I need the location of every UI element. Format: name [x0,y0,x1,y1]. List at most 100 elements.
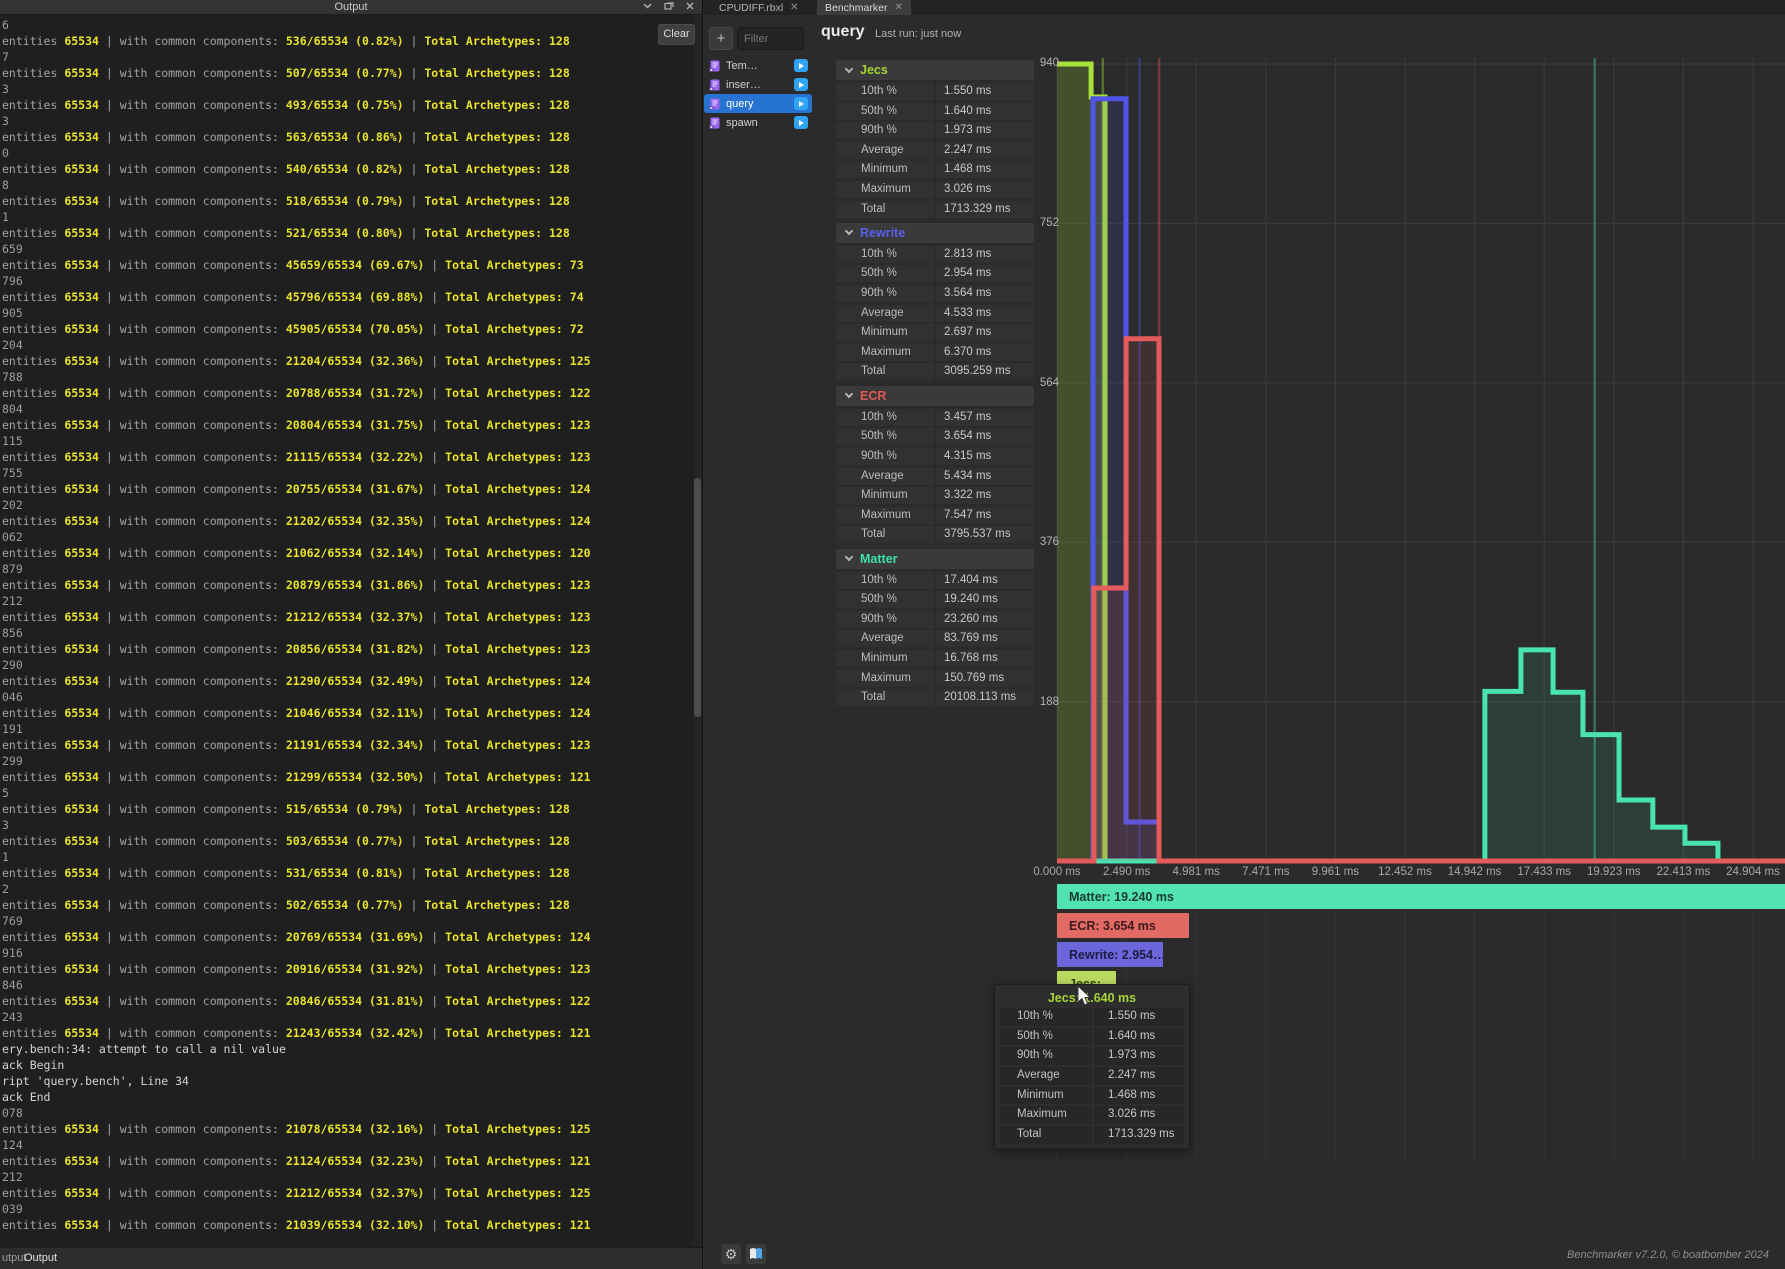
section-header[interactable]: ECR [836,385,1034,406]
stat-label: 10th % [836,245,934,263]
log-line: 3 [2,82,9,96]
docs-book-icon[interactable] [746,1244,766,1264]
stat-label: Average [836,630,934,648]
run-benchmark-button[interactable] [794,116,808,129]
run-benchmark-button[interactable] [794,97,808,110]
log-line: entities 65534 | with common components:… [2,130,570,144]
chevron-down-icon [844,389,854,399]
section-header[interactable]: Rewrite [836,222,1034,243]
log-line: entities 65534 | with common components:… [2,450,591,464]
log-line: 124 [2,1138,23,1152]
settings-gear-icon[interactable]: ⚙ [721,1244,741,1264]
chevron-down-icon [844,64,854,73]
tooltip-stat-value: 1.468 ms [1094,1086,1184,1105]
legend-bar-matter[interactable]: Matter: 19.240 ms [1057,884,1785,909]
log-line: entities 65534 | with common components:… [2,578,591,592]
status-bar: utput Output [0,1247,702,1269]
log-line: entities 65534 | with common components:… [2,546,591,560]
output-log[interactable]: 6 entities 65534 | with common components… [0,15,702,1247]
stat-row: Minimum 3.322 ms [836,487,1034,505]
tooltip-title: Jecs: 1.640 ms [1047,991,1137,1005]
stat-row: 90th % 3.564 ms [836,285,1034,303]
stat-value: 3095.259 ms [936,363,1034,381]
legend-bar-label: ECR: 3.654 ms [1069,918,1156,933]
section-header[interactable]: Jecs [836,60,1034,80]
bottom-tab-clipped[interactable]: utput [2,1252,27,1264]
log-line: 788 [2,370,23,384]
stat-row: 10th % 3.457 ms [836,408,1034,426]
clear-button[interactable]: Clear [658,24,695,45]
stat-row: 90th % 23.260 ms [836,610,1034,628]
stat-row: Average 4.533 ms [836,304,1034,322]
stat-label: Minimum [836,487,934,505]
stat-label: Total [836,689,934,707]
run-benchmark-button[interactable] [794,78,808,91]
x-tick-label: 14.942 ms [1447,866,1502,878]
stat-label: Minimum [836,324,934,342]
histogram-chart[interactable] [1043,40,1785,1180]
tooltip-stat-value: 1713.329 ms [1094,1126,1184,1144]
x-tick-label: 17.433 ms [1517,866,1572,878]
stat-row: Minimum 16.768 ms [836,649,1034,667]
benchmark-item-inser[interactable]: inser… [704,75,812,94]
benchmark-item-query[interactable]: query [704,94,812,113]
log-line: 3 [2,818,9,832]
run-benchmark-button[interactable] [794,59,808,72]
stat-label: Total [836,363,934,381]
legend-bar-ecr[interactable]: ECR: 3.654 ms [1057,913,1189,938]
benchmark-name: spawn [726,116,758,129]
benchmark-name: query [726,97,754,110]
stat-value: 1713.329 ms [936,200,1034,218]
section-title: Rewrite [860,225,906,240]
log-line: entities 65534 | with common components:… [2,674,591,688]
undock-icon[interactable] [664,1,674,10]
log-line: entities 65534 | with common components:… [2,738,591,752]
log-line: entities 65534 | with common components:… [2,770,591,784]
stat-value: 83.769 ms [936,630,1034,648]
benchmark-item-spawn[interactable]: spawn [704,113,812,132]
log-line: entities 65534 | with common components:… [2,706,591,720]
stat-value: 1.640 ms [936,102,1034,120]
log-line: ack Begin [2,1058,65,1072]
add-benchmark-button[interactable]: + [709,27,733,50]
output-scrollbar-thumb[interactable] [694,478,701,717]
tooltip-row: Minimum 1.468 ms [1000,1086,1184,1105]
y-tick-label: 752 [1039,217,1059,229]
benchmarker-panel: CPUDIFF.rbxl ✕ Benchmarker ✕ + Tem… inse… [702,0,1785,1269]
tab-benchmarker[interactable]: Benchmarker ✕ [817,0,911,15]
x-tick-label: 22.413 ms [1656,866,1711,878]
stat-row: 50th % 19.240 ms [836,591,1034,609]
legend-bar-rewrite[interactable]: Rewrite: 2.954… [1057,942,1163,967]
filter-input[interactable] [737,27,804,50]
stat-value: 2.697 ms [936,324,1034,342]
tab-close-icon[interactable]: ✕ [790,2,799,13]
stat-row: 10th % 17.404 ms [836,571,1034,589]
stat-value: 2.247 ms [936,141,1034,159]
benchmark-item-Tem[interactable]: Tem… [704,56,812,75]
chevron-down-icon[interactable] [643,2,652,9]
bottom-tab-output[interactable]: Output [24,1252,58,1264]
tooltip-rows: 10th % 1.550 ms 50th % 1.640 ms 90th % 1.9… [1000,1008,1184,1144]
tab-cpudiff[interactable]: CPUDIFF.rbxl ✕ [719,1,799,14]
stat-label: Minimum [836,161,934,179]
stat-label: 50th % [836,428,934,446]
stat-label: Average [836,467,934,485]
close-icon[interactable] [686,2,694,10]
tooltip-stat-label: Average [1000,1067,1092,1085]
log-line: 6 [2,18,9,32]
stat-label: 10th % [836,83,934,100]
tab-close-icon[interactable]: ✕ [894,2,903,13]
log-line: entities 65534 | with common components:… [2,1186,591,1200]
log-line: entities 65534 | with common components:… [2,834,570,848]
log-line: entities 65534 | with common components:… [2,194,570,208]
tooltip-stat-label: Maximum [1000,1106,1092,1124]
log-line: entities 65534 | with common components:… [2,98,570,112]
log-line: 916 [2,946,23,960]
log-line: entities 65534 | with common components:… [2,866,570,880]
log-line: entities 65534 | with common components:… [2,226,570,240]
stat-value: 3.564 ms [936,285,1034,303]
log-line: entities 65534 | with common components:… [2,162,570,176]
stat-label: Maximum [836,669,934,687]
stat-value: 3.322 ms [936,487,1034,505]
section-header[interactable]: Matter [836,548,1034,569]
